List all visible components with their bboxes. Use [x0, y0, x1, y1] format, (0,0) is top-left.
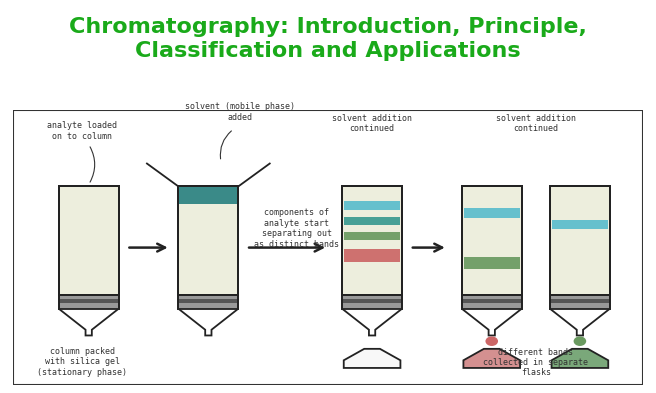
- Text: solvent addition
continued: solvent addition continued: [332, 114, 412, 133]
- Text: solvent (mobile phase)
added: solvent (mobile phase) added: [185, 102, 295, 121]
- Polygon shape: [552, 349, 608, 368]
- Bar: [178, 186, 238, 296]
- Bar: [464, 208, 520, 218]
- Text: analyte loaded
on to column: analyte loaded on to column: [47, 121, 117, 141]
- Bar: [342, 296, 402, 309]
- Bar: [59, 296, 119, 309]
- Bar: [344, 217, 400, 225]
- Polygon shape: [463, 349, 520, 368]
- Text: column packed
with silica gel
(stationary phase): column packed with silica gel (stationar…: [37, 347, 127, 377]
- Bar: [178, 186, 238, 296]
- Bar: [464, 257, 520, 268]
- Bar: [462, 186, 522, 296]
- Bar: [550, 299, 610, 303]
- Bar: [550, 296, 610, 309]
- Bar: [344, 248, 400, 262]
- Bar: [178, 296, 238, 309]
- Bar: [59, 299, 119, 303]
- Text: components of
analyte start
separating out
as distinct bands: components of analyte start separating o…: [254, 208, 339, 249]
- Bar: [462, 296, 522, 309]
- Ellipse shape: [485, 336, 498, 346]
- Bar: [342, 299, 402, 303]
- Bar: [462, 186, 522, 296]
- Bar: [342, 186, 402, 296]
- Bar: [178, 299, 238, 303]
- Bar: [59, 186, 119, 296]
- Polygon shape: [344, 349, 400, 368]
- Bar: [342, 186, 402, 296]
- Bar: [59, 186, 119, 296]
- Bar: [552, 220, 608, 230]
- Bar: [344, 232, 400, 240]
- Bar: [462, 299, 522, 303]
- Text: solvent addition
continued: solvent addition continued: [496, 114, 576, 133]
- Bar: [178, 186, 238, 204]
- Bar: [178, 296, 238, 309]
- Bar: [550, 186, 610, 296]
- Bar: [344, 201, 400, 210]
- Bar: [550, 296, 610, 309]
- Bar: [342, 296, 402, 309]
- Bar: [550, 186, 610, 296]
- Text: Chromatography: Introduction, Principle,
Classification and Applications: Chromatography: Introduction, Principle,…: [69, 17, 587, 61]
- Ellipse shape: [573, 336, 586, 346]
- Text: different bands
collected in separate
flasks: different bands collected in separate fl…: [483, 348, 588, 378]
- Bar: [59, 296, 119, 309]
- Bar: [462, 296, 522, 309]
